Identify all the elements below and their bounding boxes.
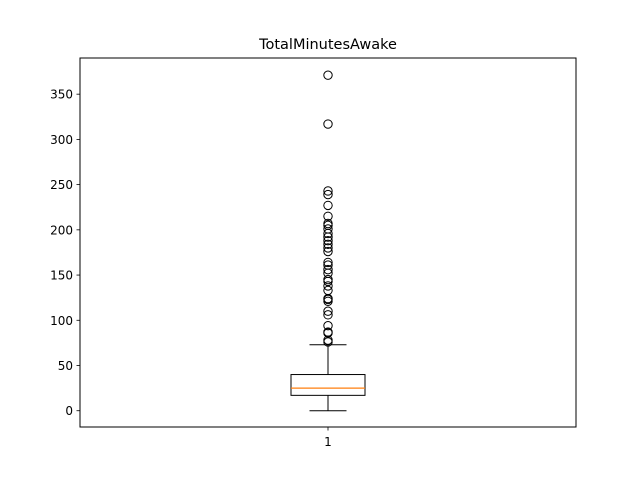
- outlier-point: [323, 200, 333, 211]
- outlier-point: [323, 264, 333, 275]
- outlier-point: [323, 239, 333, 250]
- y-tick-label: 50: [58, 359, 73, 373]
- outlier-point: [323, 281, 333, 291]
- outlier-group: [323, 70, 333, 347]
- y-axis: 0 50 100 150 200 250 300 350: [50, 88, 80, 418]
- box-group: [290, 344, 366, 412]
- iqr-box: [290, 374, 366, 396]
- outlier-point: [323, 224, 333, 234]
- outlier-point: [323, 327, 333, 337]
- outlier-point: [323, 306, 333, 316]
- x-axis: 1: [324, 427, 332, 449]
- outlier-point: [323, 211, 333, 221]
- outlier-point: [323, 243, 333, 253]
- outlier-point: [323, 321, 333, 331]
- outlier-point: [323, 257, 333, 268]
- y-tick-label: 350: [50, 88, 73, 102]
- y-tick-label: 100: [50, 314, 73, 328]
- plot-frame: [79, 57, 577, 428]
- outlier-point: [323, 218, 333, 229]
- outlier-point: [323, 260, 333, 270]
- y-tick-label: 0: [65, 404, 73, 418]
- outlier-point: [323, 246, 333, 257]
- outlier-point: [323, 285, 333, 296]
- y-tick-label: 300: [50, 133, 73, 147]
- x-tick-label: 1: [324, 435, 332, 449]
- outlier-point: [323, 119, 333, 129]
- y-tick-label: 250: [50, 178, 73, 192]
- outlier-point: [323, 235, 333, 246]
- outlier-point: [323, 274, 333, 285]
- y-tick-label: 200: [50, 223, 73, 237]
- outlier-point: [323, 70, 333, 80]
- y-tick-label: 150: [50, 269, 73, 283]
- outlier-point: [323, 189, 333, 200]
- outlier-point: [323, 186, 333, 196]
- chart-title: TotalMinutesAwake: [258, 37, 397, 53]
- outlier-point: [323, 310, 333, 320]
